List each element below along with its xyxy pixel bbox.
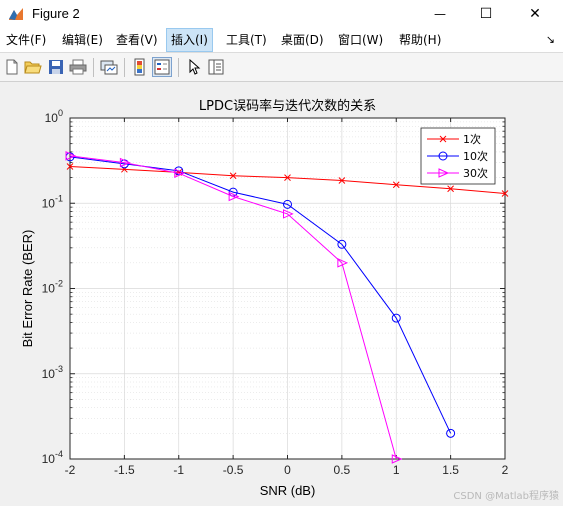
x-axis-label: SNR (dB): [260, 483, 316, 498]
data-point-marker: [391, 454, 403, 464]
x-marker-stroke: [66, 163, 74, 170]
data-point-marker: [337, 258, 349, 268]
x-tick-label: -1: [173, 463, 184, 477]
x-marker-stroke: [392, 181, 400, 189]
axis-ticks: -2 -1.5 -1 -0.5 0 0.5 1 1.5 2 100 10-1 10-2 10-3 10-4: [42, 108, 509, 477]
dock-figure-icon[interactable]: ↘: [545, 33, 555, 46]
menu-window[interactable]: 窗口(W): [338, 33, 384, 47]
data-point-marker: [65, 151, 77, 161]
window-titlebar: Figure 2 — ☐ ✕: [0, 0, 563, 28]
series-2: [65, 152, 456, 438]
x-marker-stroke: [447, 185, 454, 193]
y-tick-label: 10-4: [42, 449, 63, 466]
maximize-button[interactable]: ☐: [463, 0, 509, 28]
menu-help[interactable]: 帮助(H): [399, 33, 442, 47]
menu-edit[interactable]: 编辑(E): [62, 33, 103, 47]
minimize-icon: —: [434, 7, 446, 21]
menu-desktop[interactable]: 桌面(D): [281, 33, 324, 47]
figure-toolbar: [0, 52, 563, 82]
series-lines: [65, 151, 509, 464]
toolbar-separator: [178, 58, 179, 77]
y-tick-label: 100: [45, 108, 63, 125]
data-point-marker: [439, 135, 447, 143]
insert-colorbar-icon[interactable]: [130, 57, 150, 77]
data-point-marker: [338, 177, 346, 184]
x-tick-label: 1.5: [442, 463, 459, 477]
figure-canvas: -2 -1.5 -1 -0.5 0 0.5 1 1.5 2 100 10-1 10-2 10-3 10-4…: [0, 82, 563, 506]
data-point-marker: [392, 181, 400, 189]
data-point-marker: [174, 168, 185, 178]
window-title: Figure 2: [32, 6, 80, 21]
series-line: [69, 155, 397, 460]
legend-label: 10次: [463, 149, 488, 163]
data-point-marker: [438, 151, 448, 161]
legend-item[interactable]: 1次: [427, 132, 481, 146]
data-point-marker: [284, 174, 291, 181]
legend-item[interactable]: 10次: [427, 149, 488, 163]
data-point-marker: [391, 313, 401, 323]
series-line: [69, 156, 452, 434]
data-point-marker: [228, 191, 240, 202]
y-tick-label: 10-1: [42, 193, 63, 210]
insert-legend-icon[interactable]: [152, 57, 172, 77]
minimize-button[interactable]: —: [417, 0, 463, 28]
data-point-marker: [501, 190, 509, 197]
x-tick-label: 0.5: [334, 463, 351, 477]
matlab-figure-icon: [8, 6, 24, 22]
grid-lines: [69, 117, 506, 460]
x-tick-label: -1.5: [114, 463, 135, 477]
chart-title: LPDC误码率与迭代次数的关系: [199, 98, 376, 114]
save-icon[interactable]: [46, 57, 66, 77]
y-axis-label: Bit Error Rate (BER): [20, 230, 35, 348]
link-plot-icon[interactable]: [99, 57, 119, 77]
menu-tools[interactable]: 工具(T): [226, 33, 267, 47]
data-point-marker: [229, 172, 237, 180]
edit-plot-arrow-icon[interactable]: [184, 57, 204, 77]
y-tick-label: 10-2: [42, 279, 63, 296]
print-icon[interactable]: [68, 57, 88, 77]
data-point-marker: [447, 185, 454, 193]
watermark-text: CSDN @Matlab程序猿: [453, 491, 559, 502]
property-inspector-icon[interactable]: [206, 57, 226, 77]
menu-file[interactable]: 文件(F): [6, 33, 47, 47]
toolbar-separator: [93, 58, 94, 77]
x-tick-label: 1: [393, 463, 400, 477]
legend[interactable]: 1次 10次 30次: [420, 127, 496, 185]
data-point-marker: [283, 199, 292, 209]
x-tick-label: -2: [65, 463, 76, 477]
series-1: [66, 163, 509, 197]
x-marker-stroke: [284, 174, 291, 181]
data-point-marker: [438, 168, 450, 178]
legend-item[interactable]: 30次: [427, 166, 488, 180]
close-button[interactable]: ✕: [512, 0, 558, 28]
series-3: [65, 151, 403, 464]
data-point-marker: [283, 209, 294, 219]
open-file-icon[interactable]: [23, 57, 43, 77]
legend-label: 30次: [463, 166, 488, 180]
ber-plot: -2 -1.5 -1 -0.5 0 0.5 1 1.5 2 100 10-1 10-2 10-3 10-4…: [20, 98, 509, 498]
new-figure-icon[interactable]: [2, 57, 22, 77]
data-point-marker: [446, 428, 456, 438]
x-marker-stroke: [338, 177, 346, 184]
close-icon: ✕: [529, 6, 541, 22]
x-tick-label: -0.5: [223, 463, 244, 477]
x-tick-label: 0: [284, 463, 291, 477]
data-point-marker: [119, 157, 131, 168]
menu-insert[interactable]: 插入(I): [166, 28, 213, 52]
data-point-marker: [337, 239, 347, 249]
x-marker-stroke: [229, 172, 237, 180]
data-point-marker: [66, 163, 74, 170]
x-marker-stroke: [501, 190, 509, 197]
menu-bar: 文件(F) 编辑(E) 查看(V) 插入(I) 工具(T) 桌面(D) 窗口(W…: [0, 28, 563, 52]
maximize-icon: ☐: [479, 6, 493, 22]
x-tick-label: 2: [502, 463, 509, 477]
menu-view[interactable]: 查看(V): [116, 33, 158, 47]
toolbar-separator: [124, 58, 125, 77]
legend-label: 1次: [463, 132, 481, 146]
x-marker-stroke: [439, 135, 447, 143]
y-tick-label: 10-3: [42, 364, 63, 381]
